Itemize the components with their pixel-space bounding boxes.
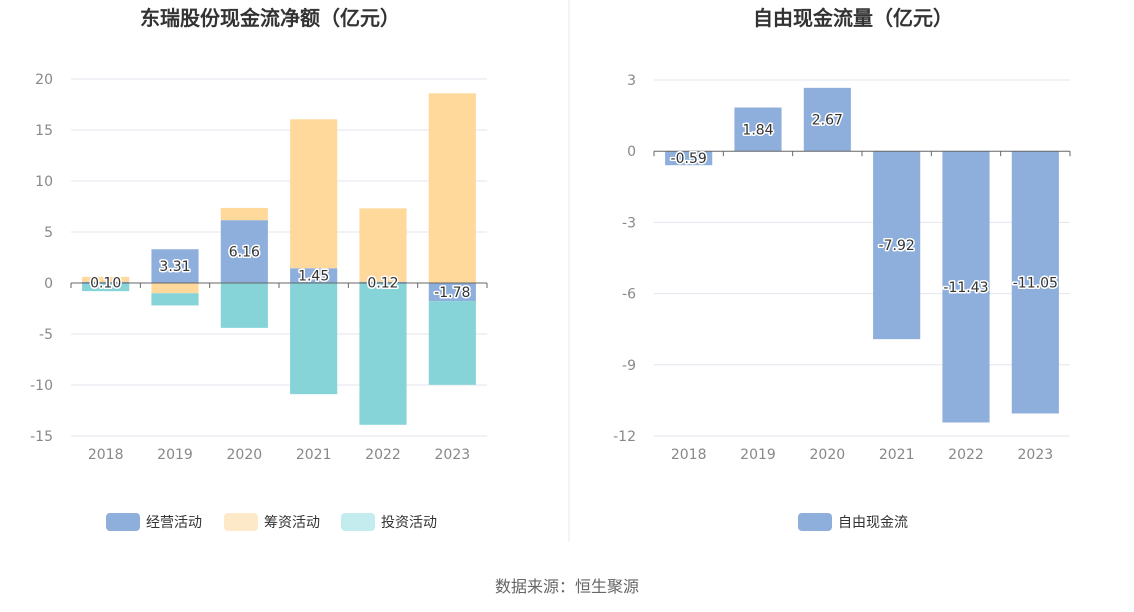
x-tick-label: 2022 [948,447,984,463]
data-label: 1.84 [742,122,773,138]
x-tick-label: 2021 [296,447,332,463]
data-label: 1.45 [298,269,329,285]
y-grid-lines [71,78,487,437]
chart-title-free-cash-flow: 自由现金流量（亿元） [753,6,953,30]
data-source-note: 数据来源：恒生聚源 [495,577,639,596]
bar-筹资活动-2021[interactable] [290,119,338,269]
legend: 经营活动 筹资活动 投资活动 [106,513,437,531]
legend-swatch-free-cash-flow [798,513,832,531]
legend-swatch-investing [341,513,375,531]
y-tick-label: -3 [622,215,636,231]
bar-筹资活动-2020[interactable] [220,207,268,221]
zero-axis-line [70,282,488,437]
bar-投资活动-2023[interactable] [428,301,476,385]
bar-自由现金流-2022[interactable] [942,151,990,423]
zero-axis-line [653,150,1071,437]
bar-自由现金流-2020[interactable] [803,87,851,152]
bar-自由现金流-2018[interactable] [665,151,713,166]
x-tick-label: 2018 [671,447,707,463]
data-label: 0.12 [367,275,398,291]
x-axis-ticks: 2018 2019 2020 2021 2022 2023 [671,447,1053,463]
y-axis-ticks: 20 15 10 5 0 -5 -10 -15 [30,72,53,445]
x-tick-label: 2019 [157,447,193,463]
y-axis-ticks: 3 0 -3 -6 -9 -12 [613,73,636,445]
data-labels: -0.59 1.84 2.67 -7.92 -11.43 -11.05 [669,111,1059,297]
data-label: 6.16 [229,245,260,261]
bar-投资活动-2020[interactable] [220,283,268,328]
bar-自由现金流-2023[interactable] [1011,151,1059,414]
bar-经营活动-2019[interactable] [151,249,199,283]
x-tick-label: 2019 [740,447,776,463]
legend: 自由现金流 [798,513,908,531]
x-axis-ticks: 2018 2019 2020 2021 2022 2023 [88,447,470,463]
bar-筹资活动-2023[interactable] [428,93,476,283]
y-tick-label: -15 [30,429,53,445]
bar-投资活动-2021[interactable] [290,283,338,395]
y-tick-label: -10 [30,378,53,394]
bar-投资活动-2018[interactable] [82,283,130,292]
y-tick-label: 3 [627,73,636,89]
x-tick-label: 2023 [1018,447,1054,463]
legend-item-financing[interactable]: 筹资活动 [224,513,320,531]
x-tick-label: 2020 [810,447,846,463]
y-tick-label: -5 [39,327,53,343]
bar-投资活动-2022[interactable] [359,283,407,425]
y-tick-label: 20 [35,72,53,88]
bar-经营活动-2022[interactable] [359,281,407,283]
bar-投资活动-2019[interactable] [151,293,199,306]
data-label: 3.31 [159,259,190,275]
data-labels: 0.10 3.31 6.16 1.45 0.12 -1.78 [89,243,472,302]
data-label: -11.43 [943,280,988,296]
y-tick-label: 15 [35,123,53,139]
bar-经营活动-2020[interactable] [220,220,268,283]
y-grid-lines [654,79,1070,437]
x-tick-label: 2023 [435,447,471,463]
y-tick-label: -12 [613,429,636,445]
legend-swatch-financing [224,513,258,531]
legend-item-investing[interactable]: 投资活动 [341,513,437,531]
bar-经营活动-2021[interactable] [290,268,338,283]
data-label: -7.92 [879,238,915,254]
data-label: -11.05 [1013,275,1058,291]
y-tick-label: -9 [622,358,636,374]
free-cash-flow-chart: 自由现金流量（亿元） 30-3-6-9-12 2018 2019 2020 2021 2… [613,6,1071,531]
bar-经营活动-2018[interactable] [82,281,130,283]
x-tick-label: 2021 [879,447,915,463]
data-label: -1.78 [434,285,470,301]
stacked-bars [82,93,476,425]
data-label: 0.10 [90,275,121,291]
legend-label-investing: 投资活动 [381,515,437,531]
y-tick-label: 10 [35,174,53,190]
chart-title-cash-flow-net: 东瑞股份现金流净额（亿元） [140,6,400,30]
y-tick-label: 0 [627,144,636,160]
y-tick-label: 5 [44,225,53,241]
bar-自由现金流-2021[interactable] [873,151,921,340]
y-tick-label: -6 [622,287,636,303]
x-tick-label: 2022 [365,447,401,463]
bar-自由现金流-2019[interactable] [734,107,782,152]
data-label: 2.67 [812,113,843,129]
bars [665,87,1059,423]
legend-label-free-cash-flow: 自由现金流 [838,515,908,531]
legend-swatch-operating [106,513,140,531]
bar-筹资活动-2018[interactable] [82,276,130,282]
bar-经营活动-2023[interactable] [428,283,476,302]
legend-label-operating: 经营活动 [146,515,202,531]
bar-筹资活动-2019[interactable] [151,283,199,294]
legend-label-financing: 筹资活动 [264,514,320,531]
x-tick-label: 2020 [227,447,263,463]
x-tick-label: 2018 [88,447,124,463]
legend-item-free-cash-flow[interactable]: 自由现金流 [798,513,908,531]
data-label: -0.59 [671,151,707,167]
bar-筹资活动-2022[interactable] [359,208,407,282]
y-tick-label: 0 [44,276,53,292]
legend-item-operating[interactable]: 经营活动 [106,513,202,531]
